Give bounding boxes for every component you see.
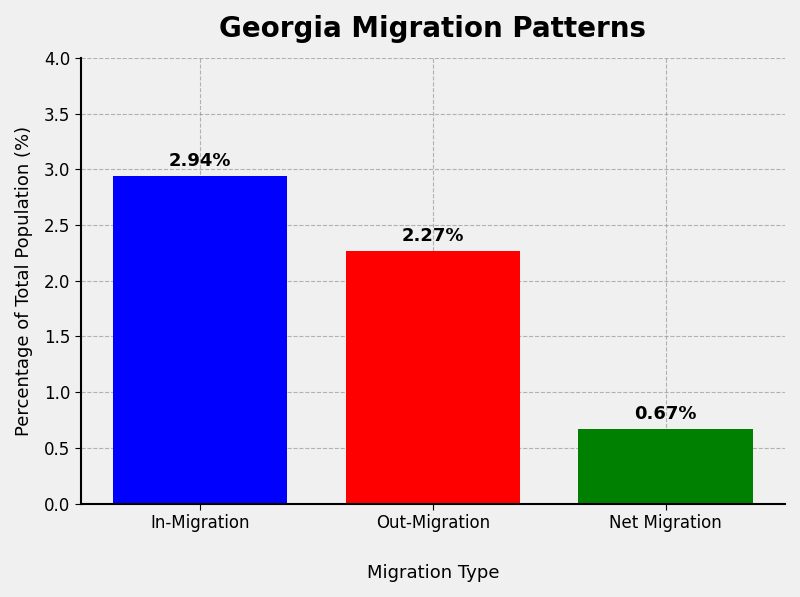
Y-axis label: Percentage of Total Population (%): Percentage of Total Population (%) <box>15 126 33 436</box>
Bar <box>346 251 520 504</box>
Text: 2.27%: 2.27% <box>402 227 464 245</box>
Text: 2.94%: 2.94% <box>169 152 231 170</box>
X-axis label: Migration Type: Migration Type <box>366 564 499 582</box>
Title: Georgia Migration Patterns: Georgia Migration Patterns <box>219 15 646 43</box>
Bar <box>578 429 753 504</box>
Text: 0.67%: 0.67% <box>634 405 697 423</box>
Bar <box>113 176 287 504</box>
